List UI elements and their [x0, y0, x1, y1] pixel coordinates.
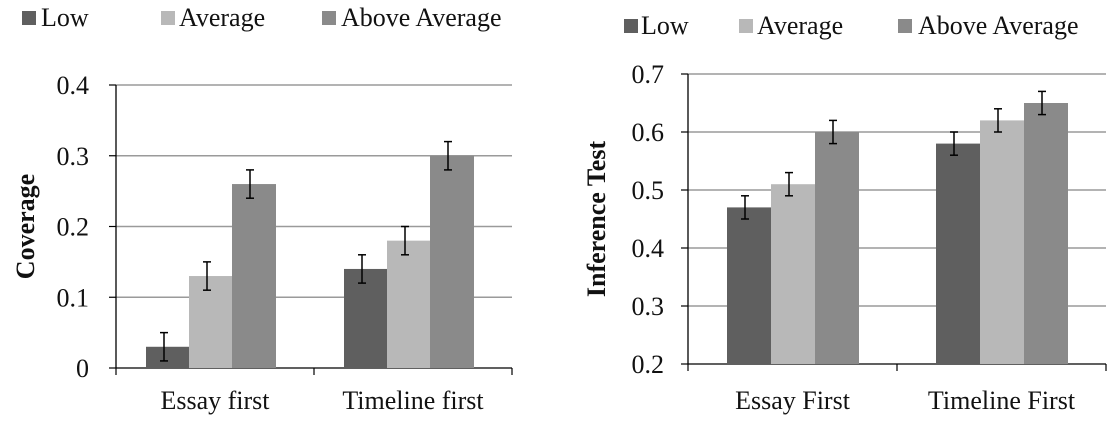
- legend-swatch: [161, 11, 175, 25]
- bar: [771, 184, 815, 364]
- y-axis-label: Inference Test: [582, 141, 611, 298]
- bar: [727, 207, 771, 364]
- y-tick-label: 0: [76, 354, 89, 383]
- chart-1: Low Average Above Average 0 0.1 0.2 0.3 0.4 Cove…: [11, 3, 513, 415]
- y-tick-label: 0.2: [57, 213, 90, 242]
- bar: [1024, 103, 1068, 364]
- bar: [980, 120, 1024, 365]
- legend-swatch: [739, 19, 753, 33]
- y-tick-label: 0.5: [632, 176, 665, 205]
- y-tick-label: 0.2: [632, 350, 665, 379]
- legend-swatch: [898, 19, 912, 33]
- bar: [387, 240, 431, 368]
- legend-swatch: [322, 11, 336, 25]
- y-tick-label: 0.1: [57, 283, 90, 312]
- y-tick-label: 0.6: [632, 118, 665, 147]
- legend-label: Above Average: [341, 3, 502, 32]
- legend-swatch: [624, 19, 638, 33]
- legend-label: Average: [179, 3, 265, 32]
- bar: [344, 268, 388, 368]
- legend-swatch: [22, 11, 36, 25]
- legend-label: Above Average: [918, 11, 1079, 40]
- legend-label: Average: [757, 11, 843, 40]
- bar: [232, 184, 276, 368]
- bar: [430, 155, 474, 368]
- legend-label: Low: [41, 3, 89, 32]
- x-category-label: Essay first: [160, 386, 270, 415]
- bar: [815, 132, 859, 364]
- bar: [936, 143, 980, 364]
- y-tick-label: 0.4: [632, 234, 665, 263]
- y-tick-label: 0.3: [632, 292, 665, 321]
- y-tick-label: 0.7: [632, 60, 665, 89]
- y-axis-label: Coverage: [11, 174, 40, 279]
- x-category-label: Timeline first: [342, 386, 484, 415]
- y-tick-label: 0.4: [57, 71, 90, 100]
- legend-label: Low: [641, 11, 689, 40]
- x-category-label: Timeline First: [928, 386, 1076, 415]
- x-category-label: Essay First: [735, 386, 851, 415]
- chart-2: Low Average Above Average 0.2 0.3 0.4 0.5 0.6 0.…: [582, 11, 1107, 415]
- y-tick-label: 0.3: [57, 142, 90, 171]
- bar: [189, 276, 233, 368]
- bar: [146, 346, 190, 368]
